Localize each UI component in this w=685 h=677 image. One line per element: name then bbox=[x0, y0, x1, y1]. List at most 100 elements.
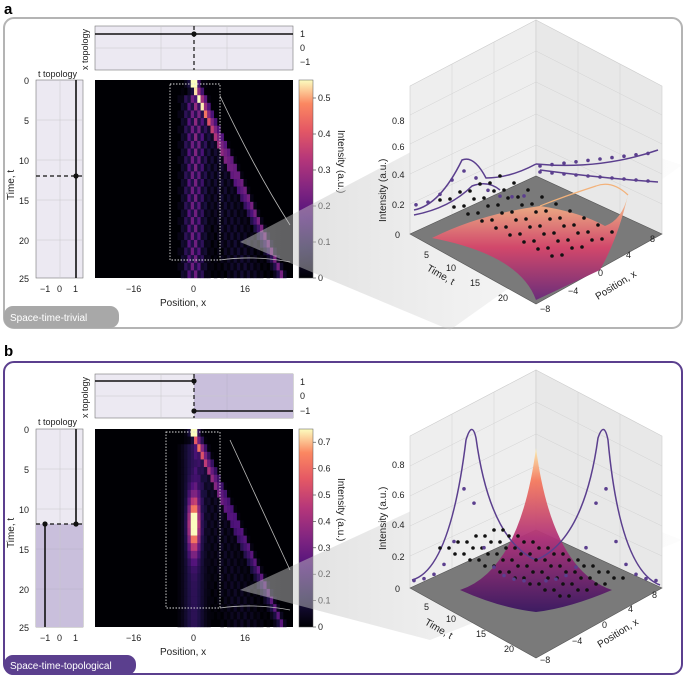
heatmap-cell bbox=[250, 543, 254, 552]
heatmap-cell bbox=[177, 535, 181, 544]
surface-point bbox=[507, 570, 511, 574]
heatmap-cell bbox=[200, 535, 205, 544]
heatmap-cell bbox=[223, 201, 228, 210]
heatmap-cell bbox=[230, 611, 234, 620]
heatmap-cell bbox=[184, 497, 188, 506]
heatmap-cell bbox=[213, 474, 218, 483]
heatmap-cell bbox=[194, 186, 198, 195]
heatmap-cell bbox=[217, 179, 221, 187]
surface-point bbox=[579, 576, 583, 580]
heatmap-b-guide2 bbox=[219, 605, 291, 611]
heatmap-cell bbox=[190, 581, 195, 590]
surface-a-curve-left bbox=[413, 158, 537, 211]
heatmap-cell bbox=[250, 217, 254, 225]
heatmap-cell bbox=[236, 209, 241, 218]
heatmap-cell bbox=[217, 528, 221, 536]
heatmap-cell bbox=[200, 148, 205, 157]
heatmap-cell bbox=[246, 270, 251, 279]
b-ytick-0: 0 bbox=[24, 425, 29, 435]
heatmap-cell bbox=[279, 619, 284, 628]
surface-point bbox=[646, 151, 650, 156]
heatmap-cell bbox=[243, 596, 247, 605]
heatmap-cell bbox=[227, 179, 231, 187]
heatmap-cell bbox=[207, 95, 211, 104]
heatmap-cell bbox=[184, 247, 188, 256]
heatmap-cell bbox=[180, 550, 185, 559]
heatmap-cell bbox=[233, 247, 238, 256]
heatmap-cell bbox=[187, 87, 191, 96]
heatmap-cell bbox=[220, 194, 224, 203]
heatmap-cell bbox=[187, 489, 191, 498]
heatmap-cell bbox=[217, 543, 221, 552]
heatmap-cell bbox=[210, 596, 214, 605]
heatmap-cell bbox=[240, 217, 244, 225]
heatmap-cell bbox=[184, 95, 188, 104]
heatmap-cell bbox=[194, 444, 198, 453]
heatmap-cell bbox=[207, 224, 211, 233]
heatmap-cell bbox=[227, 232, 231, 241]
heatmap-cell bbox=[194, 543, 198, 552]
heatmap-cell bbox=[240, 232, 244, 241]
heatmap-cell bbox=[210, 581, 214, 590]
heatmap-cell bbox=[177, 467, 181, 475]
b-xlabel: Position, x bbox=[160, 647, 206, 658]
heatmap-cell bbox=[217, 171, 221, 180]
heatmap-cell bbox=[253, 262, 257, 271]
badge-a-text: Space-time-trivial bbox=[10, 313, 87, 324]
heatmap-cell bbox=[207, 209, 211, 218]
heatmap-cell bbox=[230, 224, 234, 233]
surf-b-ztick-06: 0.6 bbox=[392, 490, 405, 500]
heatmap-cell bbox=[220, 156, 224, 164]
surface-point bbox=[646, 179, 650, 183]
heatmap-cell bbox=[197, 156, 201, 164]
heatmap-cell bbox=[240, 588, 244, 597]
heatmap-cell bbox=[200, 497, 205, 506]
heatmap-cell bbox=[200, 512, 205, 521]
heatmap-cell bbox=[190, 528, 195, 536]
surface-point bbox=[574, 565, 578, 569]
heatmap-cell bbox=[194, 110, 198, 119]
heatmap-cell bbox=[197, 171, 201, 180]
heatmap-cell bbox=[236, 270, 241, 279]
heatmap-cell bbox=[184, 444, 188, 453]
heatmap-cell bbox=[177, 474, 181, 483]
heatmap-cell bbox=[213, 467, 218, 475]
surface-point bbox=[591, 564, 595, 568]
heatmap-cell bbox=[240, 171, 244, 180]
heatmap-cell bbox=[223, 520, 228, 529]
heatmap-cell bbox=[194, 451, 198, 460]
heatmap-cell bbox=[227, 224, 231, 233]
heatmap-cell bbox=[180, 262, 185, 271]
heatmap-cell bbox=[190, 512, 195, 521]
badge-a bbox=[4, 306, 119, 328]
heatmap-cell bbox=[250, 604, 254, 612]
heatmap-cell bbox=[230, 512, 234, 521]
heatmap-cell bbox=[230, 255, 234, 263]
heatmap-cell bbox=[217, 262, 221, 271]
heatmap-cell bbox=[213, 171, 218, 180]
surface-point bbox=[536, 247, 540, 251]
heatmap-cell bbox=[223, 224, 228, 233]
heatmap-cell bbox=[177, 171, 181, 180]
heatmap-cell bbox=[269, 262, 274, 271]
heatmap-cell bbox=[197, 558, 201, 567]
heatmap-cell bbox=[230, 201, 234, 210]
surface-point bbox=[538, 164, 542, 168]
heatmap-cell bbox=[187, 125, 191, 134]
heatmap-cell bbox=[203, 558, 208, 567]
t-topo-a-xtick-0: 0 bbox=[57, 284, 62, 294]
surface-point bbox=[552, 231, 556, 235]
heatmap-cell bbox=[184, 535, 188, 544]
heatmap-cell bbox=[213, 497, 218, 506]
heatmap-cell bbox=[200, 482, 205, 491]
heatmap-cell bbox=[190, 110, 195, 119]
heatmap-cell bbox=[210, 125, 214, 134]
heatmap-cell bbox=[197, 444, 201, 453]
heatmap-cell bbox=[200, 611, 205, 620]
surface-point bbox=[512, 577, 516, 581]
heatmap-cell bbox=[184, 596, 188, 605]
heatmap-cell bbox=[203, 148, 208, 157]
heatmap-cell bbox=[250, 201, 254, 210]
heatmap-cell bbox=[246, 611, 251, 620]
heatmap-cell bbox=[233, 558, 238, 567]
